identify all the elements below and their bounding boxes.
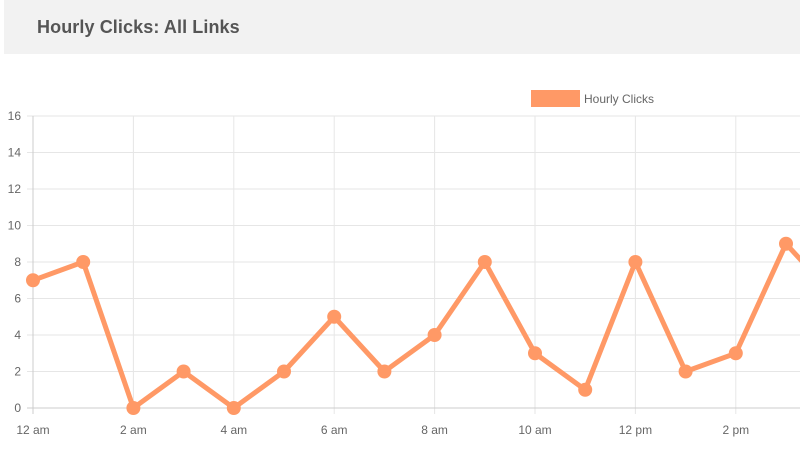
y-tick-label: 10 — [8, 219, 22, 233]
series-line-hourly-clicks — [30, 241, 800, 411]
series-points — [26, 236, 793, 415]
y-tick-label: 4 — [14, 328, 21, 342]
y-tick-label: 16 — [8, 109, 22, 123]
data-point[interactable] — [377, 364, 392, 379]
x-tick-label: 4 am — [220, 423, 247, 437]
chart-grid — [27, 115, 800, 414]
y-axis-tick-labels: 0 2 4 6 8 10 12 14 16 — [8, 109, 22, 415]
chart-legend[interactable]: Hourly Clicks — [531, 90, 654, 107]
x-tick-label: 12 pm — [619, 423, 652, 437]
legend-label: Hourly Clicks — [584, 92, 654, 106]
data-point[interactable] — [26, 273, 40, 288]
y-tick-label: 2 — [14, 365, 21, 379]
page-header: Hourly Clicks: All Links — [4, 0, 800, 54]
y-tick-label: 6 — [14, 292, 21, 306]
x-tick-label: 12 am — [16, 423, 49, 437]
chart-axes — [32, 116, 800, 409]
x-tick-label: 10 am — [518, 423, 551, 437]
data-point[interactable] — [427, 328, 442, 342]
data-point[interactable] — [76, 255, 91, 269]
chart-container: 0 2 4 6 8 10 12 14 16 12 am 2 am 4 am 6 am 8 am 10 am… — [0, 54, 800, 450]
data-point[interactable] — [126, 401, 141, 415]
x-tick-label: 2 pm — [722, 423, 749, 437]
series-lines — [30, 241, 800, 411]
data-point[interactable] — [226, 401, 241, 415]
x-tick-label: 8 am — [421, 423, 448, 437]
x-axis-tick-labels: 12 am 2 am 4 am 6 am 8 am 10 am 12 pm 2 pm — [16, 423, 749, 437]
data-point[interactable] — [277, 364, 291, 379]
y-tick-label: 8 — [14, 255, 21, 269]
data-point[interactable] — [477, 255, 492, 269]
y-tick-label: 12 — [8, 182, 22, 196]
data-point[interactable] — [779, 236, 793, 251]
data-point[interactable] — [728, 346, 743, 361]
hourly-clicks-chart: 0 2 4 6 8 10 12 14 16 12 am 2 am 4 am 6 am 8 am 10 am… — [8, 90, 800, 437]
data-point[interactable] — [578, 382, 593, 397]
x-tick-label: 2 am — [120, 423, 147, 437]
data-point[interactable] — [628, 255, 643, 269]
x-tick-label: 6 am — [321, 423, 348, 437]
data-point[interactable] — [528, 346, 542, 361]
data-point[interactable] — [678, 364, 693, 379]
y-tick-label: 0 — [14, 401, 21, 415]
data-point[interactable] — [327, 309, 342, 324]
data-point[interactable] — [176, 364, 191, 379]
page-title: Hourly Clicks: All Links — [37, 16, 240, 37]
legend-swatch — [531, 90, 580, 107]
y-tick-label: 14 — [8, 146, 22, 160]
